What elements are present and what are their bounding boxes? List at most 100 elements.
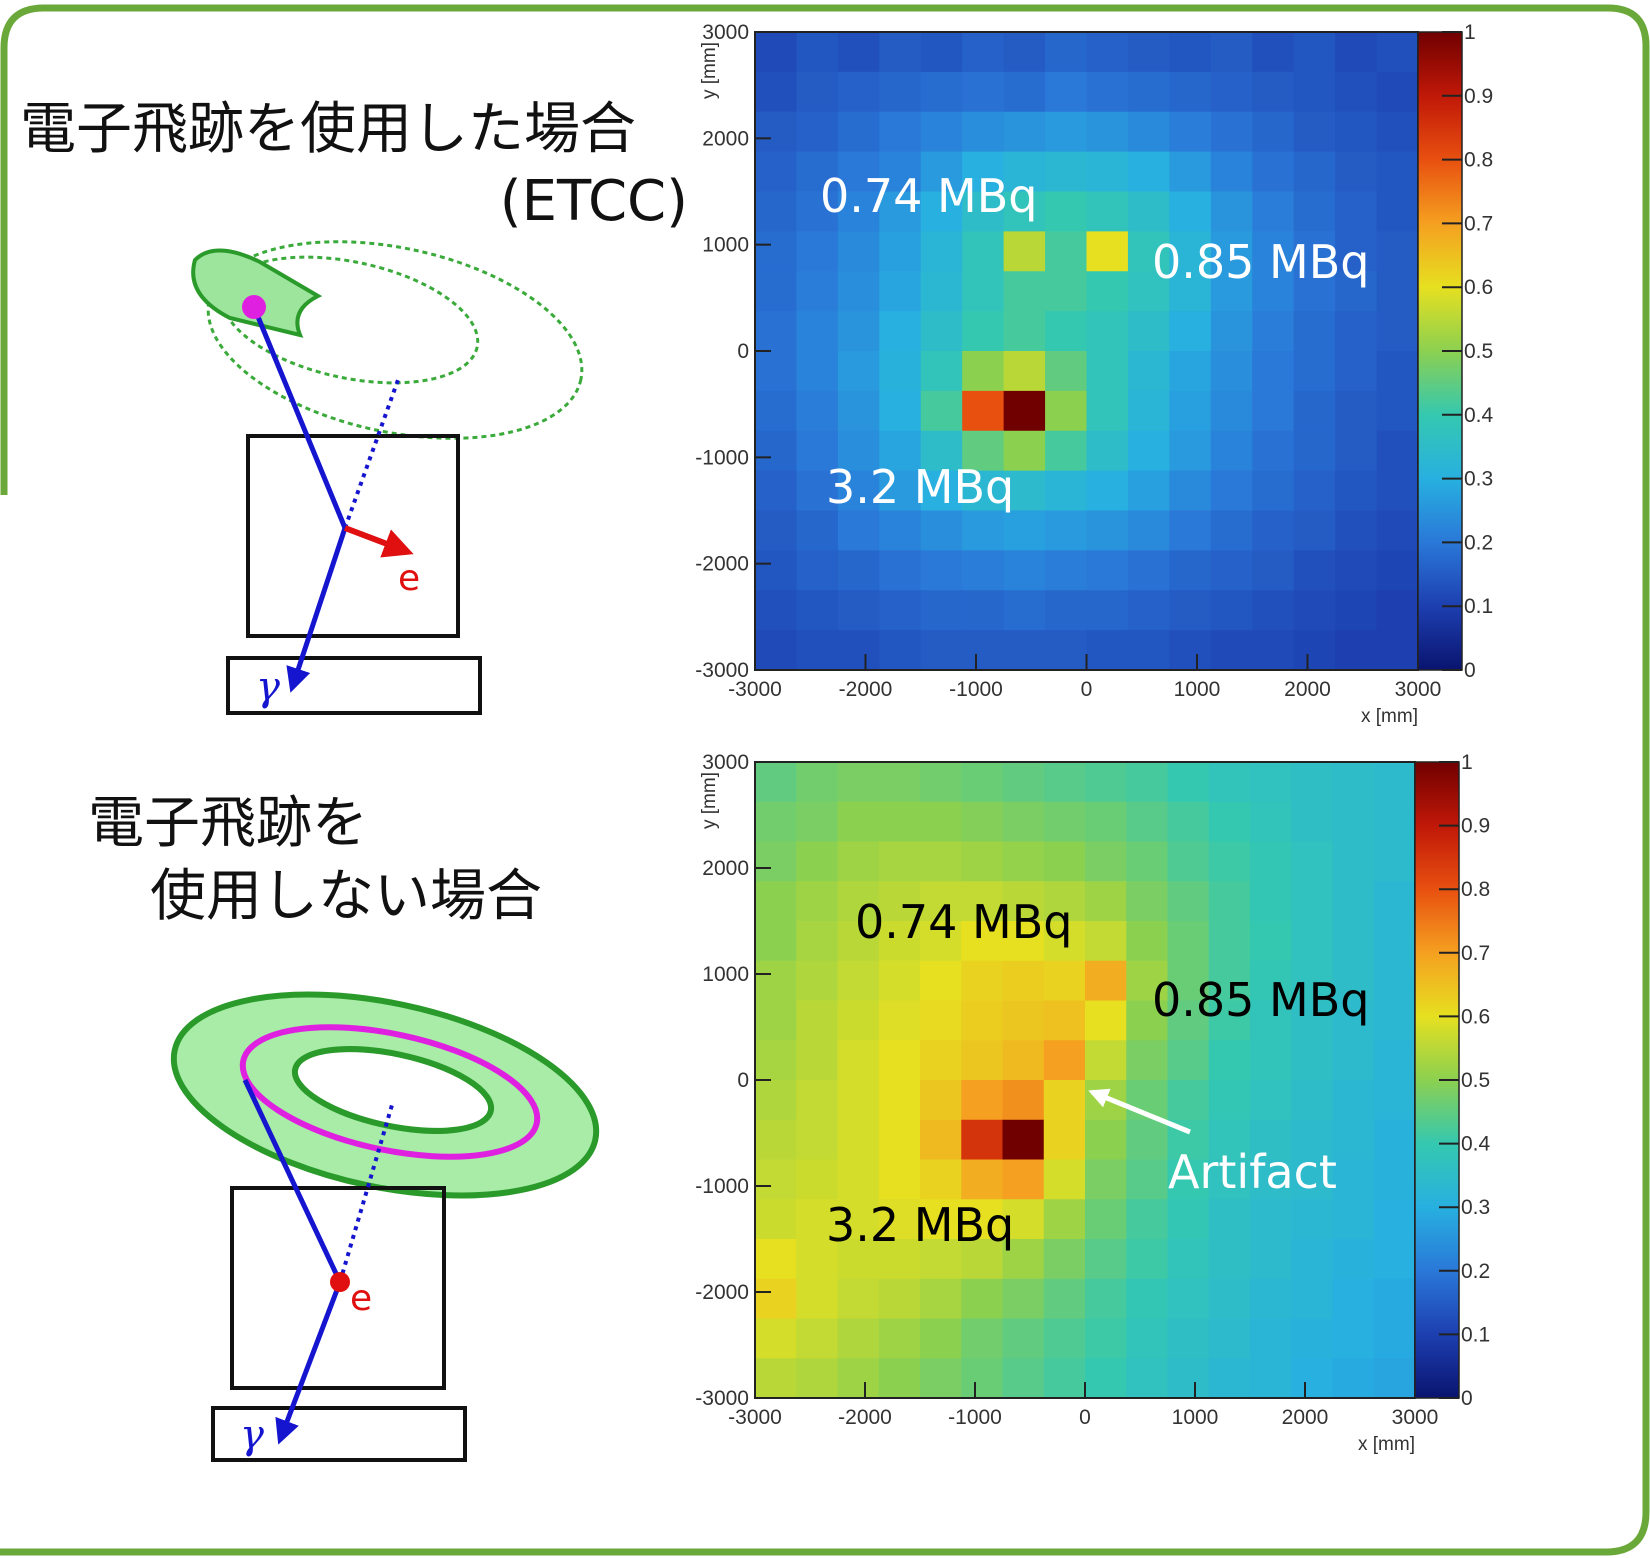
electron-label: e — [398, 558, 420, 599]
heatmap-cell — [1291, 842, 1333, 882]
arc-segment — [193, 250, 318, 335]
electron-track — [345, 528, 408, 552]
heatmap: -3000-2000-10000100020003000-3000-2000-1… — [695, 751, 1490, 1455]
gamma-label: γ — [256, 664, 280, 710]
heatmap-cell — [1377, 550, 1419, 590]
heading-etcc: (ETCC) — [500, 169, 688, 234]
heatmap-cell — [755, 391, 797, 431]
heatmap-cell — [1252, 152, 1294, 192]
heatmap-cell — [1250, 881, 1292, 921]
heatmap-cell — [1169, 590, 1211, 630]
heatmap-cell — [1045, 471, 1087, 511]
heatmap-cell — [838, 32, 880, 72]
heatmap-cell — [1335, 192, 1377, 232]
y-tick-label: 2000 — [702, 857, 749, 880]
heatmap-cell — [1126, 1319, 1168, 1359]
heatmap-cell — [879, 961, 921, 1001]
heatmap-cell — [1168, 802, 1210, 842]
heatmap-cell — [1291, 1279, 1333, 1319]
heatmap-cell — [1087, 72, 1129, 112]
colorbar-tick-label: 0.6 — [1464, 276, 1493, 299]
heatmap-cell — [796, 1001, 838, 1041]
colorbar-tick-label: 0.3 — [1464, 468, 1493, 491]
heatmap-cell — [1126, 1358, 1168, 1398]
heatmap-cell — [1044, 1279, 1086, 1319]
heatmap-cell — [755, 471, 797, 511]
heatmap-cell — [1291, 881, 1333, 921]
heatmap-cell — [1087, 590, 1129, 630]
heatmap-cell — [1044, 961, 1086, 1001]
heatmap-cell — [838, 1279, 880, 1319]
heatmap-cell — [1085, 762, 1127, 802]
heatmap-cell — [1044, 1319, 1086, 1359]
heatmap-cell — [1003, 1080, 1045, 1120]
heatmap-cell — [1085, 961, 1127, 1001]
heatmap-cell — [1374, 1199, 1416, 1239]
y-tick-label: 0 — [737, 1069, 749, 1092]
heatmap-cell — [920, 1040, 962, 1080]
heatmap-cell — [1169, 511, 1211, 551]
heatmap-cell — [1252, 72, 1294, 112]
heatmap-cell — [1377, 112, 1419, 152]
heatmap-cell — [1169, 32, 1211, 72]
heatmap-cell — [1377, 152, 1419, 192]
heatmap-cell — [1333, 881, 1375, 921]
heatmap-cell — [920, 842, 962, 882]
heatmap-cell — [796, 1080, 838, 1120]
heatmap-cell — [1126, 1199, 1168, 1239]
heatmap-cell — [1335, 32, 1377, 72]
heatmap-cell — [1169, 311, 1211, 351]
heatmap-cell — [1044, 762, 1086, 802]
heatmap-cell — [961, 1358, 1003, 1398]
heatmap-cell — [1374, 802, 1416, 842]
heatmap-cell — [1252, 630, 1294, 670]
y-tick-label: 0 — [737, 340, 749, 363]
heatmap-cell — [1045, 271, 1087, 311]
annotation: Artifact — [1168, 1145, 1337, 1199]
diagram-compton: e γ — [156, 960, 615, 1460]
heatmap-cell — [1374, 1160, 1416, 1200]
heatmap-cell — [1087, 391, 1129, 431]
heatmap-cell — [1252, 311, 1294, 351]
heatmap-cell — [961, 1120, 1003, 1160]
heatmap-cell — [1045, 431, 1087, 471]
heatmap-cell — [1335, 112, 1377, 152]
heatmap-cell — [1291, 1199, 1333, 1239]
colorbar-tick-label: 0.5 — [1464, 340, 1493, 363]
heatmap-cell — [755, 1358, 797, 1398]
heatmap-cell — [1250, 1199, 1292, 1239]
heatmap-cell — [1250, 1080, 1292, 1120]
heatmap-cell — [920, 1001, 962, 1041]
heatmap-cell — [1003, 1358, 1045, 1398]
heatmap-cell — [796, 231, 838, 271]
heatmap-cell — [755, 762, 797, 802]
heatmap-cell — [1209, 1279, 1251, 1319]
heatmap-cell — [1250, 1279, 1292, 1319]
heatmap-cell — [838, 590, 880, 630]
electron-label: e — [350, 1278, 372, 1319]
heatmap-cell — [1294, 152, 1336, 192]
colorbar-tick-label: 0.3 — [1461, 1196, 1490, 1219]
y-tick-label: -3000 — [695, 659, 749, 682]
heatmap-cell — [796, 112, 838, 152]
heatmap-cell — [1211, 311, 1253, 351]
heatmap-cell — [1128, 32, 1170, 72]
heatmap-cell — [879, 1279, 921, 1319]
heatmap-cell — [1211, 391, 1253, 431]
x-tick-label: 1000 — [1172, 1406, 1219, 1429]
heatmap-cell — [1294, 72, 1336, 112]
x-tick-label: -2000 — [838, 1406, 892, 1429]
heatmap-cell — [838, 271, 880, 311]
heatmap-cell — [1374, 1358, 1416, 1398]
heatmap-cell — [1335, 471, 1377, 511]
source — [242, 295, 266, 319]
heatmap-cell — [1169, 192, 1211, 232]
heatmap-cell — [962, 311, 1004, 351]
heatmap-cell — [962, 32, 1004, 72]
heatmap-cell — [1377, 511, 1419, 551]
heatmap-cell — [1044, 842, 1086, 882]
heatmap-cell — [962, 630, 1004, 670]
heatmap-cell — [755, 881, 797, 921]
heatmap-cell — [1087, 112, 1129, 152]
heatmap-cell — [755, 431, 797, 471]
